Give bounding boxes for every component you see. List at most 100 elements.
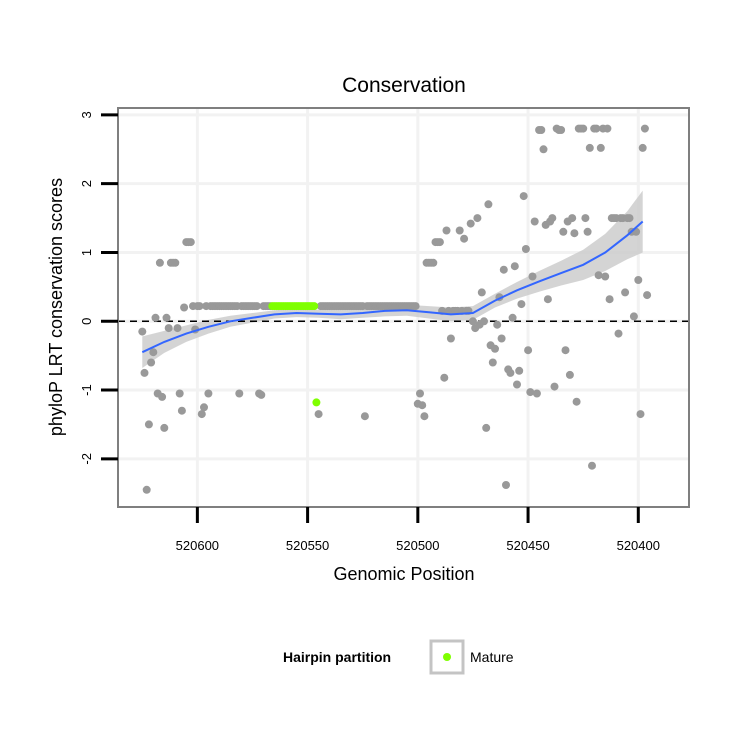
y-tick-label: 3 [79, 111, 94, 118]
conservation-point [572, 397, 581, 406]
conservation-point [177, 406, 186, 415]
conservation-point [517, 300, 526, 309]
data-points [138, 124, 652, 494]
conservation-point [570, 229, 579, 238]
conservation-point [142, 485, 151, 494]
conservation-point [186, 238, 195, 247]
conservation-point [621, 288, 630, 297]
conservation-point [435, 238, 444, 247]
conservation-point [360, 412, 369, 421]
legend-title: Hairpin partition [283, 649, 391, 665]
conservation-point [488, 358, 497, 367]
conservation-point [144, 420, 153, 429]
conservation-point [528, 272, 537, 281]
conservation-point [636, 410, 645, 419]
legend-key-mature-dot [443, 653, 451, 661]
conservation-point [420, 412, 429, 421]
conservation-point [446, 334, 455, 343]
conservation-point [559, 227, 568, 236]
conservation-point [605, 295, 614, 304]
conservation-point [550, 382, 559, 391]
conservation-point [429, 258, 438, 267]
conservation-point [548, 214, 557, 223]
conservation-point [180, 303, 189, 312]
conservation-point [455, 226, 464, 235]
x-tick-label: 520550 [286, 538, 329, 553]
conservation-point [484, 200, 493, 209]
conservation-point [568, 214, 577, 223]
conservation-point [508, 313, 517, 322]
conservation-point [530, 217, 539, 226]
y-tick-label: 0 [79, 318, 94, 325]
conservation-point [532, 389, 541, 398]
conservation-point [519, 192, 528, 201]
conservation-point [537, 126, 546, 134]
conservation-point [147, 358, 156, 367]
conservation-point [442, 226, 451, 235]
mature-point [310, 302, 319, 311]
conservation-point [510, 262, 519, 271]
conservation-point [197, 410, 206, 419]
conservation-point [640, 124, 649, 133]
conservation-point [140, 368, 149, 377]
conservation-point [235, 389, 244, 398]
smooth-trend-line [141, 220, 644, 354]
conservation-point [257, 390, 266, 399]
conservation-point [524, 346, 533, 355]
legend-label-mature: Mature [470, 649, 514, 665]
y-tick-label: 2 [79, 180, 94, 187]
y-axis: -2 -1 0 1 2 3 [79, 111, 118, 465]
conservation-point [629, 312, 638, 321]
conservation-point [151, 313, 160, 322]
conservation-point [200, 403, 208, 412]
conservation-point [497, 334, 506, 343]
conservation-point [526, 388, 535, 397]
conservation-point [160, 423, 169, 432]
y-tick-label: 1 [79, 249, 94, 256]
conservation-point [588, 461, 596, 470]
conservation-point [418, 401, 427, 410]
conservation-point [252, 302, 261, 311]
x-tick-label: 520500 [396, 538, 439, 553]
conservation-point [155, 258, 164, 267]
conservation-point [204, 389, 213, 398]
conservation-point [411, 302, 420, 311]
conservation-point [581, 214, 590, 223]
conservation-point [502, 481, 510, 489]
conservation-point [601, 272, 610, 281]
conservation-point [158, 392, 167, 401]
conservation-point [440, 373, 449, 382]
conservation-point [515, 366, 524, 375]
conservation-point [314, 410, 323, 419]
conservation-point [585, 143, 594, 152]
conservation-point [175, 389, 184, 398]
conservation-point [513, 380, 521, 389]
conservation-point [539, 145, 548, 154]
conservation-point [482, 423, 491, 432]
conservation-point [460, 234, 469, 243]
conservation-point [480, 317, 488, 326]
conservation-point [149, 348, 158, 357]
conservation-point [164, 324, 173, 333]
x-tick-label: 520400 [617, 538, 660, 553]
chart-title: Conservation [342, 74, 466, 97]
conservation-point [493, 320, 502, 329]
conservation-point [477, 288, 486, 297]
conservation-point [521, 245, 530, 253]
plot-panel [117, 107, 690, 508]
y-axis-title: phyloP LRT conservation scores [46, 178, 66, 436]
conservation-point [579, 124, 588, 133]
conservation-point [583, 227, 592, 236]
conservation-point [603, 124, 612, 133]
legend-key-box [429, 639, 465, 675]
y-tick-label: -1 [79, 384, 94, 396]
conservation-point [162, 313, 171, 322]
conservation-point [468, 317, 477, 326]
conservation-point [171, 258, 180, 267]
x-axis: 520600 520550 520500 520450 520400 [176, 507, 660, 553]
conservation-point [543, 295, 552, 304]
conservation-point [557, 126, 566, 134]
conservation-point [594, 271, 603, 280]
conservation-point [638, 143, 647, 152]
